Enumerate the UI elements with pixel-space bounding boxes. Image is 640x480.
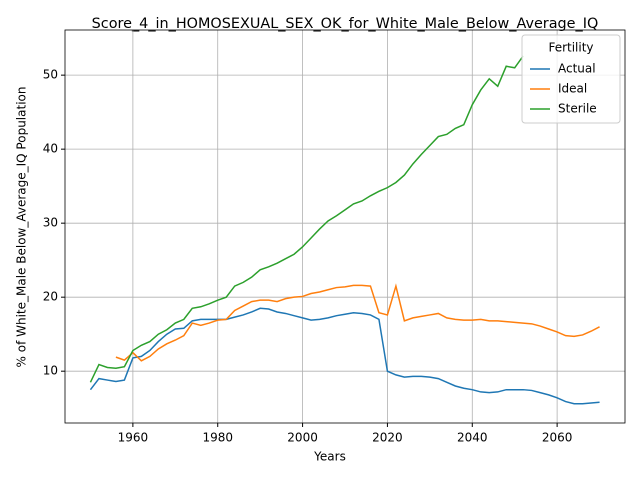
y-tick-label: 20 [43,290,58,304]
legend-label: Actual [558,62,596,76]
legend-title: Fertility [548,41,593,55]
x-tick-label: 2020 [372,431,403,445]
chart-title: Score_4_in_HOMOSEXUAL_SEX_OK_for_White_M… [92,16,599,32]
y-axis-label: % of White_Male Below_Average_IQ Populat… [15,87,29,368]
y-tick-label: 10 [43,364,58,378]
x-tick-label: 2040 [457,431,488,445]
legend: Fertility Actual Ideal Sterile [521,34,621,124]
series-line [89,307,600,405]
y-tick-label: 40 [43,142,58,156]
x-tick-label: 2060 [542,431,573,445]
plot-frame [64,29,626,424]
x-tick-label: 2000 [287,431,318,445]
y-tick-label: 30 [43,216,58,230]
x-axis-label: Years [313,450,346,464]
y-tick-label: 50 [43,68,58,82]
legend-box [521,34,621,124]
legend-label: Sterile [558,102,597,116]
x-tick-label: 1960 [118,431,149,445]
legend-label: Ideal [558,82,587,96]
series-line [89,55,524,383]
series-line [115,283,600,362]
x-tick-label: 1980 [202,431,233,445]
plot-area: 1960 1980 2000 2020 2040 2060 10 20 30 40 50 Fertil… [43,29,626,445]
